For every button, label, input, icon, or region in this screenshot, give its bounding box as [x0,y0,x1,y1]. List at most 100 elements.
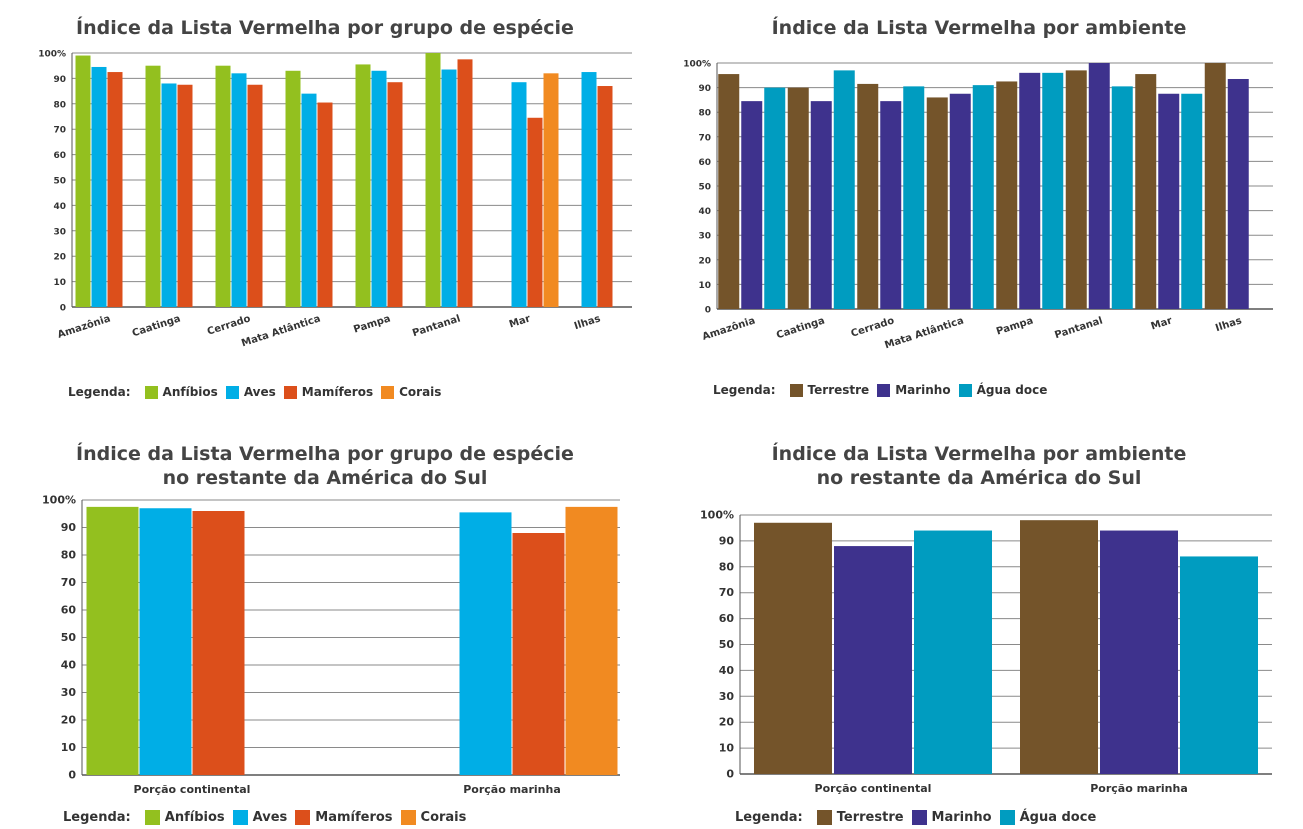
x-tick-label: Cerrado [850,315,896,339]
legend: Legenda: Anfíbios Aves Mamíferos Corais [63,810,474,825]
legend-item: Anfíbios [144,385,218,399]
y-tick-label: 90 [53,75,66,85]
legend-swatch [295,810,311,825]
y-tick-label: 20 [61,714,77,727]
x-tick-label: Pampa [995,315,1035,337]
y-tick-label: 10 [719,742,735,755]
bar [75,55,91,307]
bar [543,73,559,307]
chart-title: Índice da Lista Vermelha por grupo de es… [0,442,650,490]
y-tick-label: 10 [61,741,77,754]
legend-text: Anfíbios [164,810,225,825]
bar [511,82,527,308]
legend-item: Marinho [911,810,992,825]
plot-area: 0 10 20 30 40 50 60 70 80 90 100% Amazônia Caatinga C… [683,60,1273,351]
bar [857,83,879,309]
x-tick-label: Mata Atlântica [240,312,322,349]
x-tick-label: Porção marinha [1090,782,1188,795]
y-tick-label: 80 [698,109,711,119]
bar [317,102,333,307]
bar [810,101,832,309]
legend-item: Terrestre [789,383,870,397]
y-tick-label: 60 [698,158,711,168]
y-tick-label: 40 [53,202,66,212]
legend-text: Água doce [1019,810,1097,825]
bar [145,65,161,307]
legend-swatch [144,385,158,399]
legend-text: Corais [420,810,467,825]
bar [1100,530,1178,774]
bar [1065,70,1087,309]
legend-label: Legenda: [68,385,131,399]
legend-text: Terrestre [836,810,904,825]
y-tick-label: 30 [61,686,77,699]
x-tick-label: Porção continental [815,782,932,795]
y-tick-label: 30 [719,690,735,703]
legend-label: Legenda: [735,810,803,825]
y-tick-label: 20 [719,716,735,729]
bar [1042,72,1064,309]
plot-area: 0 10 20 30 40 50 60 70 80 90 100% Amazônia Caatinga C… [38,50,632,349]
bar [247,84,263,307]
legend-text: Marinho [895,383,951,397]
legend-text: Aves [252,810,288,825]
bar [996,81,1018,309]
legend-item: Mamíferos [283,385,374,399]
legend: Legenda: Terrestre Marinho Água doce [713,383,1055,397]
y-tick-label: 100% [38,50,66,60]
y-tick-label: 0 [60,304,66,314]
y-tick-label: 50 [698,183,711,193]
chart-species-group-brazil: Índice da Lista Vermelha por grupo de es… [0,0,650,410]
bar [880,101,902,309]
chart-title: Índice da Lista Vermelha por ambiente [771,17,1187,39]
legend-swatch [911,810,927,825]
legend-swatch [144,810,160,825]
bar [231,73,247,307]
y-tick-label: 90 [61,521,77,534]
y-tick-label: 20 [698,256,711,266]
x-tick-label: Amazônia [701,314,757,342]
x-tick-label: Pampa [352,313,392,335]
bar [718,74,740,309]
y-tick-label: 0 [726,768,734,781]
bar [1088,63,1110,309]
x-tick-label: Mata Atlântica [883,314,965,351]
bar [192,511,245,775]
y-tick-label: 70 [719,586,735,599]
bar [1019,72,1041,309]
bar [459,512,512,775]
y-tick-label: 30 [698,232,711,242]
bar [425,53,441,307]
bar [949,93,971,309]
y-tick-label: 90 [698,84,711,94]
chart-environment-brazil: Índice da Lista Vermelha por ambiente 0 1… [655,0,1303,410]
legend-swatch [283,385,297,399]
legend-item: Marinho [877,383,951,397]
bar [1180,556,1258,774]
y-tick-label: 60 [719,612,735,625]
x-tick-label: Porção marinha [463,783,561,796]
x-tick-label: Caatinga [775,315,826,341]
x-tick-label: Porção continental [134,783,251,796]
bar [1181,93,1203,309]
x-tick-label: Mar [508,313,532,330]
x-tick-label: Amazônia [56,312,112,340]
legend-text: Mamíferos [301,385,374,399]
legend: Legenda: Anfíbios Aves Mamíferos Corais [68,385,449,399]
x-tick-label: Cerrado [206,313,252,337]
x-tick-label: Pantanal [411,313,462,339]
legend-swatch [999,810,1015,825]
legend-text: Anfíbios [162,385,218,399]
legend-swatch [816,810,832,825]
legend-text: Terrestre [807,383,870,397]
legend-item: Aves [225,385,276,399]
bar [355,64,371,308]
bar [215,65,231,307]
chart-environment-south-america: Índice da Lista Vermelha por ambiente no… [655,430,1303,829]
y-tick-label: 10 [698,281,711,291]
y-tick-label: 50 [61,631,77,644]
legend-swatch [225,385,239,399]
plot-area: 0 10 20 30 40 50 60 70 80 90 100% Porção continenta… [42,494,620,796]
y-tick-label: 70 [61,576,77,589]
y-tick-label: 50 [53,177,66,187]
